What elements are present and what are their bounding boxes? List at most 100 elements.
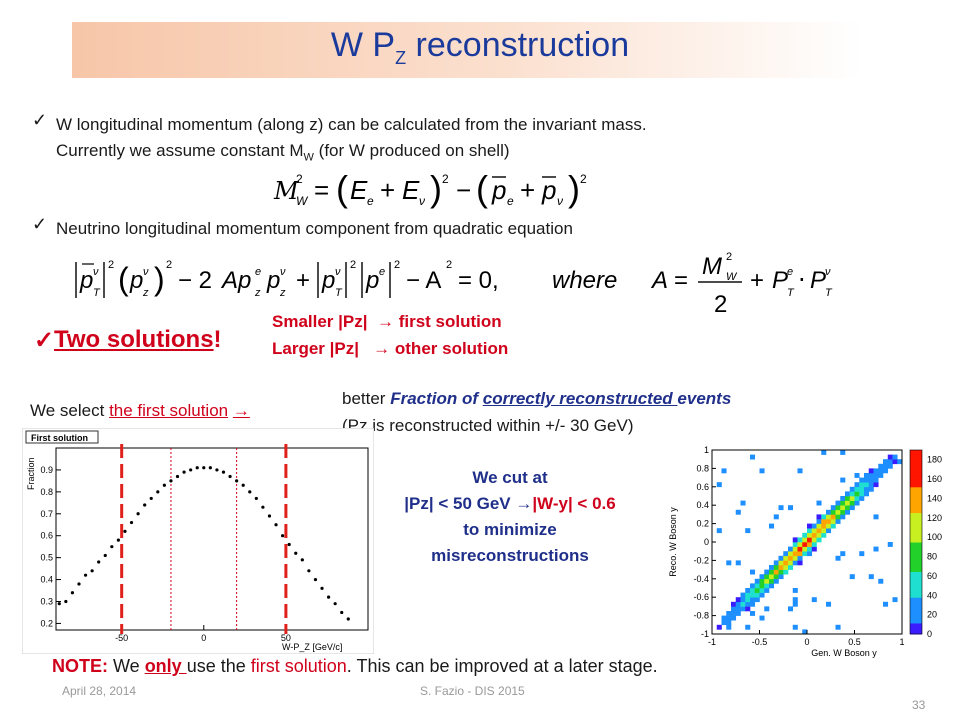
heatmap-cell [868, 468, 874, 474]
heatmap-cell [792, 555, 798, 561]
heatmap-cell [868, 482, 874, 488]
color-scale-cell [910, 567, 922, 572]
heatmap-cell [750, 592, 756, 598]
heatmap-cell [816, 528, 822, 534]
heatmap-cell [821, 514, 827, 520]
heatmap-cell [778, 555, 784, 561]
heatmap-cell [873, 477, 879, 483]
heatmap-cell [873, 546, 879, 552]
heatmap-cell [726, 624, 732, 630]
heatmap-cell [840, 505, 846, 511]
heatmap-cell [816, 514, 822, 520]
color-scale-cell [910, 589, 922, 595]
color-scale-label: 100 [927, 532, 942, 542]
heatmap-cell [726, 620, 732, 626]
heatmap-cell [721, 615, 727, 621]
heatmap-cell [864, 486, 870, 492]
heatmap-cell [769, 565, 775, 570]
color-scale-cell [910, 538, 922, 543]
arrow-icon: → [376, 312, 394, 331]
plot-frame [55, 447, 369, 631]
data-point [261, 505, 265, 509]
quadratic-equation: p T ν 2 ( p z ν ) 2 − 2 Ap z e p z ν + p… [75, 251, 833, 318]
heatmap-cell [792, 560, 798, 566]
heatmap-cell [778, 574, 784, 580]
heatmap-cell [878, 463, 884, 469]
heatmap-cell [840, 496, 846, 501]
heatmap-cell [759, 578, 765, 584]
heatmap-cell [878, 578, 884, 584]
plot-title-box [25, 430, 99, 444]
heatmap-cell [807, 532, 813, 538]
heatmap-cell [816, 500, 822, 506]
heatmap-cell [811, 537, 817, 543]
heatmap-cell [840, 509, 846, 515]
cut-description: We cut at |Pz| < 50 GeV →|W-y| < 0.6 to … [404, 468, 616, 565]
color-scale-cell [910, 597, 922, 602]
data-point [90, 569, 94, 573]
svg-text:E: E [402, 175, 420, 205]
heatmap-cell [892, 597, 898, 603]
x-tick-label: -50 [115, 633, 128, 643]
data-point [254, 496, 258, 501]
heatmap-cell [807, 546, 813, 552]
heatmap-cell [759, 574, 765, 580]
svg-text:T: T [787, 287, 795, 299]
heatmap-cell [873, 482, 879, 488]
svg-text:2: 2 [350, 259, 356, 271]
reco-vs-gen-heatmap: -1 -0.8 -0.6 -0.4 -0.2 0 0.2 0.4 0.6 0.8 1 -1 -0.5 0 0… [668, 445, 942, 658]
heatmap-cell [849, 500, 855, 506]
color-scale-cell [910, 519, 922, 525]
y-tick-label: -0.4 [693, 574, 709, 584]
arrow-icon: → [515, 494, 533, 513]
heatmap-cell [859, 477, 865, 483]
heatmap-cell [797, 542, 803, 547]
heatmap-cell [849, 574, 855, 580]
heatmap-cell [759, 583, 765, 589]
data-point [202, 466, 206, 470]
heatmap-cell [826, 509, 832, 515]
y-tick-label: 0.6 [40, 531, 53, 541]
heatmap-cell [892, 459, 898, 465]
color-scale-cell [910, 530, 922, 536]
color-scale-cell [910, 450, 922, 455]
heatmap-cell [840, 477, 846, 483]
two-solutions-label: Two solutions! [54, 326, 222, 353]
svg-text:E: E [350, 175, 368, 205]
svg-text:P: P [810, 267, 826, 294]
heatmap-cell [840, 514, 846, 520]
color-scale-cell [910, 630, 922, 635]
heatmap-cell [773, 514, 779, 520]
color-scale-label: 40 [927, 590, 937, 600]
y-tick-label: 0.3 [40, 596, 53, 606]
heatmap-cell [764, 583, 770, 589]
svg-text:p: p [79, 267, 93, 294]
heatmap-cell [821, 532, 827, 538]
heatmap-cell [835, 509, 841, 515]
heatmap-cell [859, 486, 865, 492]
heatmap-cell [859, 496, 865, 501]
heatmap-cell [849, 505, 855, 511]
heatmap-cell [731, 611, 737, 616]
color-scale-cell [910, 545, 922, 550]
svg-text:Ap: Ap [220, 267, 251, 294]
heatmap-cell [759, 592, 765, 598]
color-scale-cell [910, 490, 922, 495]
heatmap-cell [835, 555, 841, 561]
svg-text:2: 2 [442, 172, 449, 186]
heatmap-cell [735, 597, 741, 603]
heatmap-cell [764, 588, 770, 593]
heatmap-cell [849, 496, 855, 501]
heatmap-cell [811, 532, 817, 538]
heatmap-cell [816, 519, 822, 524]
svg-text:2: 2 [108, 259, 114, 271]
svg-text:+: + [750, 267, 764, 294]
plot-title: First solution [31, 433, 88, 443]
heatmap-cell [750, 611, 756, 616]
footer-date: April 28, 2014 [62, 684, 137, 698]
heatmap-cell [773, 560, 779, 566]
svg-text:A: A [650, 267, 668, 294]
better-fraction-line: better Fraction of correctly reconstruct… [342, 389, 732, 408]
color-scale-cell [910, 475, 922, 480]
heatmap-cell [731, 601, 737, 607]
